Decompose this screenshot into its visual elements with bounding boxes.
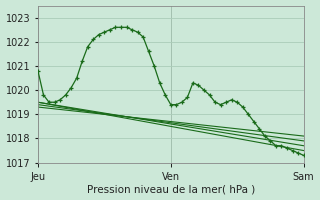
X-axis label: Pression niveau de la mer( hPa ): Pression niveau de la mer( hPa ) bbox=[87, 184, 255, 194]
